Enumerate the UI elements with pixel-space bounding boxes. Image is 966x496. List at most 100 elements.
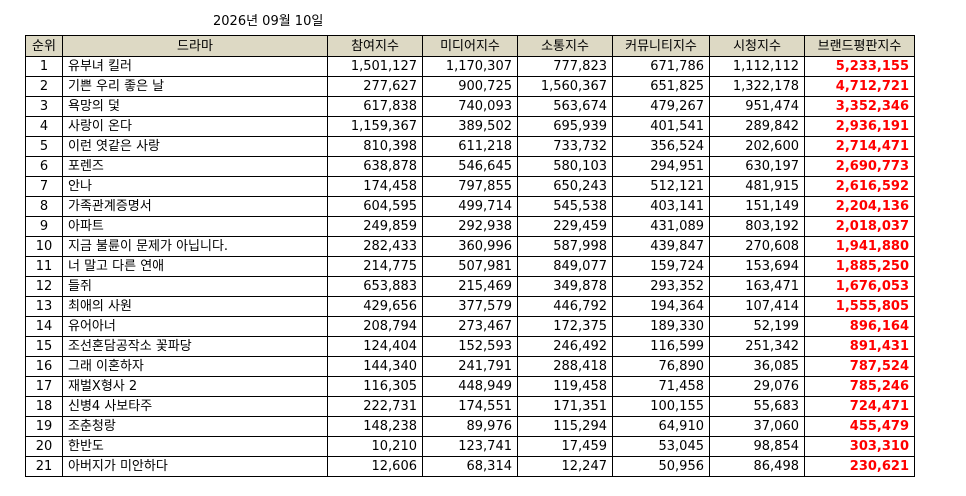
community-index-cell: 356,524 [612,136,710,157]
rank-cell: 10 [25,236,63,257]
viewership-index-cell: 951,474 [709,96,805,117]
table-body: 1 유부녀 킬러 1,501,127 1,170,307 777,823 671,786 1… [25,56,915,477]
column-header-viewership: 시청지수 [709,35,805,57]
brand-reputation-index-cell: 724,471 [804,396,915,417]
community-index-cell: 116,599 [612,336,710,357]
media-index-cell: 507,981 [422,256,518,277]
drama-title-cell: 최애의 사원 [62,296,328,317]
table-row: 12 들쥐 653,883 215,469 349,878 293,352 163,471 1… [25,276,915,297]
participation-index-cell: 144,340 [327,356,423,377]
participation-index-cell: 638,878 [327,156,423,177]
media-index-cell: 68,314 [422,456,518,477]
community-index-cell: 294,951 [612,156,710,177]
communication-index-cell: 733,732 [517,136,613,157]
brand-reputation-index-cell: 1,676,053 [804,276,915,297]
column-header-participation: 참여지수 [327,35,423,57]
viewership-index-cell: 86,498 [709,456,805,477]
participation-index-cell: 124,404 [327,336,423,357]
communication-index-cell: 172,375 [517,316,613,337]
media-index-cell: 448,949 [422,376,518,397]
rank-cell: 18 [25,396,63,417]
brand-reputation-index-cell: 2,018,037 [804,216,915,237]
table-row: 16 그래 이혼하자 144,340 241,791 288,418 76,890 36,0… [25,356,915,377]
participation-index-cell: 174,458 [327,176,423,197]
community-index-cell: 50,956 [612,456,710,477]
rank-cell: 16 [25,356,63,377]
table-row: 21 아버지가 미안하다 12,606 68,314 12,247 50,956 86,49… [25,456,915,477]
communication-index-cell: 246,492 [517,336,613,357]
community-index-cell: 439,847 [612,236,710,257]
media-index-cell: 611,218 [422,136,518,157]
table-row: 18 신병4 사보타주 222,731 174,551 171,351 100,155 55… [25,396,915,417]
participation-index-cell: 653,883 [327,276,423,297]
drama-title-cell: 이런 엿같은 사랑 [62,136,328,157]
media-index-cell: 797,855 [422,176,518,197]
drama-title-cell: 너 말고 다른 연애 [62,256,328,277]
media-index-cell: 499,714 [422,196,518,217]
community-index-cell: 431,089 [612,216,710,237]
drama-title-cell: 사랑이 온다 [62,116,328,137]
viewership-index-cell: 153,694 [709,256,805,277]
media-index-cell: 546,645 [422,156,518,177]
viewership-index-cell: 1,112,112 [709,56,805,77]
rank-cell: 15 [25,336,63,357]
communication-index-cell: 563,674 [517,96,613,117]
table-row: 2 기쁜 우리 좋은 날 277,627 900,725 1,560,367 651,82… [25,76,915,97]
brand-reputation-index-cell: 2,714,471 [804,136,915,157]
community-index-cell: 64,910 [612,416,710,437]
viewership-index-cell: 55,683 [709,396,805,417]
communication-index-cell: 349,878 [517,276,613,297]
brand-reputation-index-cell: 785,246 [804,376,915,397]
drama-title-cell: 한반도 [62,436,328,457]
table-row: 5 이런 엿같은 사랑 810,398 611,218 733,732 356,524 20… [25,136,915,157]
rank-cell: 7 [25,176,63,197]
brand-reputation-index-cell: 891,431 [804,336,915,357]
participation-index-cell: 604,595 [327,196,423,217]
media-index-cell: 273,467 [422,316,518,337]
brand-reputation-index-cell: 787,524 [804,356,915,377]
communication-index-cell: 288,418 [517,356,613,377]
communication-index-cell: 229,459 [517,216,613,237]
table-row: 19 조춘청랑 148,238 89,976 115,294 64,910 37,060 45… [25,416,915,437]
table-row: 15 조선혼담공작소 꽃파당 124,404 152,593 246,492 116,59… [25,336,915,357]
table-row: 1 유부녀 킬러 1,501,127 1,170,307 777,823 671,786 1… [25,56,915,77]
rank-cell: 19 [25,416,63,437]
brand-reputation-index-cell: 1,885,250 [804,256,915,277]
media-index-cell: 377,579 [422,296,518,317]
brand-reputation-index-cell: 455,479 [804,416,915,437]
viewership-index-cell: 151,149 [709,196,805,217]
viewership-index-cell: 98,854 [709,436,805,457]
table-row: 17 재벌X형사 2 116,305 448,949 119,458 71,458 29,0… [25,376,915,397]
participation-index-cell: 10,210 [327,436,423,457]
participation-index-cell: 208,794 [327,316,423,337]
media-index-cell: 360,996 [422,236,518,257]
brand-reputation-index-cell: 1,555,805 [804,296,915,317]
drama-title-cell: 유부녀 킬러 [62,56,328,77]
brand-reputation-index-cell: 2,616,592 [804,176,915,197]
column-header-rank: 순위 [25,35,63,57]
communication-index-cell: 171,351 [517,396,613,417]
drama-title-cell: 안나 [62,176,328,197]
viewership-index-cell: 630,197 [709,156,805,177]
community-index-cell: 293,352 [612,276,710,297]
media-index-cell: 174,551 [422,396,518,417]
table-row: 3 욕망의 덫 617,838 740,093 563,674 479,267 951,47… [25,96,915,117]
media-index-cell: 389,502 [422,116,518,137]
column-header-community: 커뮤니티지수 [612,35,710,57]
brand-reputation-index-cell: 1,941,880 [804,236,915,257]
communication-index-cell: 650,243 [517,176,613,197]
participation-index-cell: 214,775 [327,256,423,277]
rank-cell: 6 [25,156,63,177]
community-index-cell: 53,045 [612,436,710,457]
participation-index-cell: 1,501,127 [327,56,423,77]
column-header-brand-reputation: 브랜드평판지수 [804,35,915,57]
communication-index-cell: 849,077 [517,256,613,277]
rank-cell: 4 [25,116,63,137]
table-row: 10 지금 불륜이 문제가 아닙니다. 282,433 360,996 587,998 4… [25,236,915,257]
brand-reputation-index-cell: 2,690,773 [804,156,915,177]
column-header-communication: 소통지수 [517,35,613,57]
viewership-index-cell: 107,414 [709,296,805,317]
rank-cell: 1 [25,56,63,77]
viewership-index-cell: 52,199 [709,316,805,337]
drama-title-cell: 그래 이혼하자 [62,356,328,377]
